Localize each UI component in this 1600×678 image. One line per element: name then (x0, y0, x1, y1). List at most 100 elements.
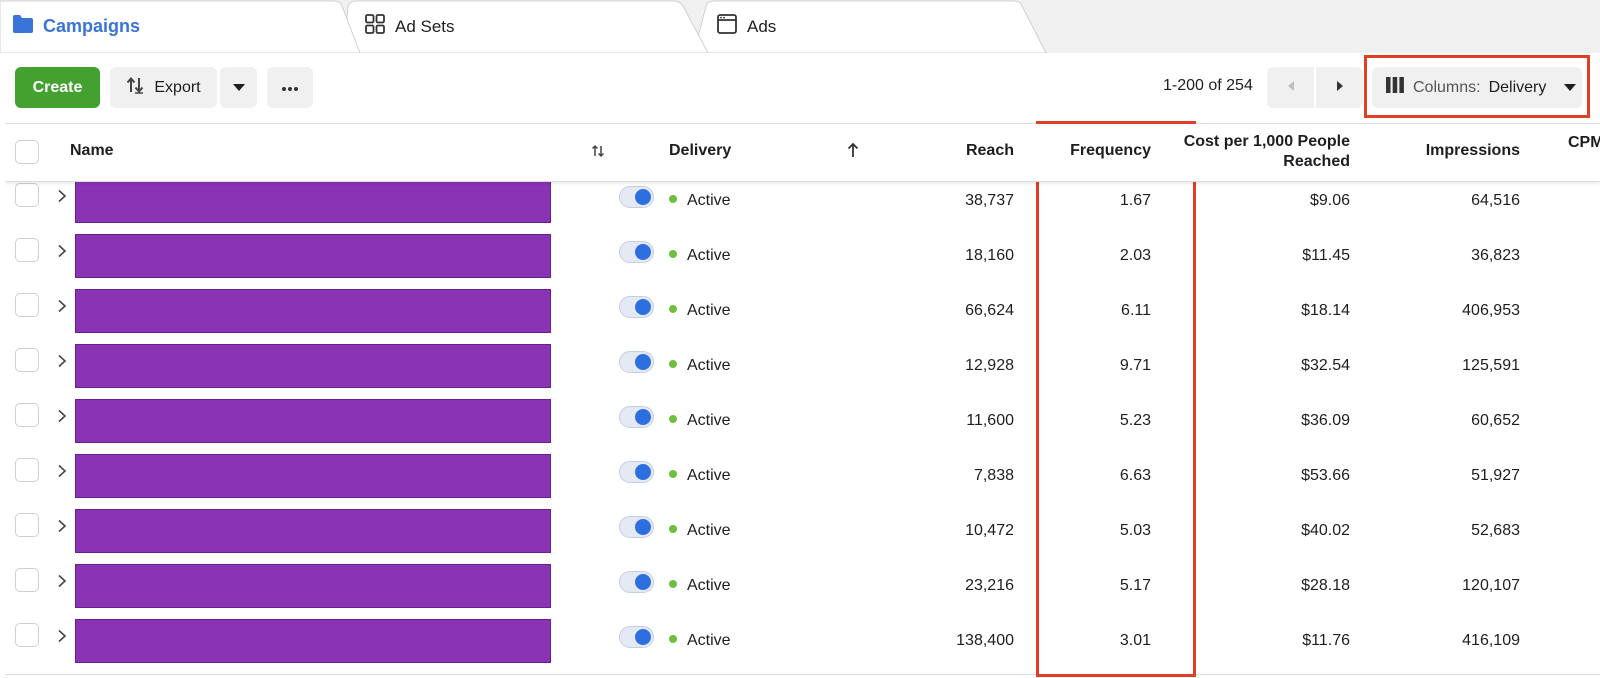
reach-value: 11,600 (966, 412, 1014, 429)
toggle-knob (635, 354, 651, 370)
arrow-up-icon[interactable] (847, 142, 859, 163)
chevron-right-icon[interactable] (57, 407, 67, 428)
row-checkbox[interactable] (15, 623, 39, 647)
campaign-toggle[interactable] (619, 516, 654, 538)
previous-page-button[interactable] (1267, 67, 1314, 108)
table-row[interactable]: Active 7,838 6.63 $53.66 51,927 (5, 454, 1600, 510)
row-checkbox[interactable] (15, 568, 39, 592)
campaign-name-redacted[interactable] (75, 564, 551, 608)
campaign-name-redacted[interactable] (75, 344, 551, 388)
frequency-value: 5.03 (1119, 522, 1151, 539)
chevron-right-icon[interactable] (57, 517, 67, 538)
chevron-right-icon[interactable] (57, 572, 67, 593)
chevron-right-icon[interactable] (57, 242, 67, 263)
column-header-name[interactable]: Name (70, 142, 114, 159)
campaign-toggle[interactable] (619, 571, 654, 593)
chevron-right-icon (1335, 79, 1345, 97)
toolbar: Create Export 1-200 of 254 Columns: Deli… (0, 53, 1600, 123)
campaign-name-redacted[interactable] (75, 619, 551, 663)
tab-adsets[interactable]: Ad Sets (344, 0, 710, 53)
status-dot (669, 250, 677, 258)
column-header-frequency[interactable]: Frequency (1070, 142, 1151, 159)
frequency-value: 5.17 (1119, 577, 1151, 594)
columns-label: Columns: (1413, 78, 1481, 96)
tab-shape (344, 0, 709, 53)
export-dropdown-button[interactable] (220, 67, 257, 108)
more-options-button[interactable] (267, 67, 313, 108)
campaign-name-redacted[interactable] (75, 179, 551, 223)
impressions-value: 416,109 (1462, 632, 1520, 649)
row-checkbox[interactable] (15, 238, 39, 262)
chevron-right-icon[interactable] (57, 187, 67, 208)
tab-ads[interactable]: Ads (694, 0, 1068, 53)
columns-preset-button[interactable]: Columns: Delivery (1372, 67, 1582, 108)
sort-icon[interactable] (591, 144, 605, 163)
chevron-right-icon[interactable] (57, 462, 67, 483)
table-header: Name Delivery Reach Frequency Cost per 1… (5, 124, 1600, 182)
impressions-value: 125,591 (1462, 357, 1520, 374)
frequency-value: 6.11 (1121, 302, 1151, 319)
tab-shape (0, 0, 361, 53)
column-header-impressions[interactable]: Impressions (1425, 142, 1520, 159)
select-all-checkbox[interactable] (15, 140, 39, 164)
toggle-knob (635, 299, 651, 315)
campaign-name-redacted[interactable] (75, 234, 551, 278)
campaign-toggle[interactable] (619, 461, 654, 483)
impressions-value: 52,683 (1471, 522, 1520, 539)
table-row[interactable]: Active 38,737 1.67 $9.06 64,516 (5, 179, 1600, 235)
campaign-name-redacted[interactable] (75, 399, 551, 443)
table-row[interactable]: Active 11,600 5.23 $36.09 60,652 (5, 399, 1600, 455)
export-label: Export (154, 78, 201, 96)
column-header-delivery[interactable]: Delivery (669, 142, 732, 159)
table-row[interactable]: Active 138,400 3.01 $11.76 416,109 (5, 619, 1600, 675)
status-dot (669, 195, 677, 203)
caret-down-icon (1564, 84, 1577, 91)
columns-value: Delivery (1488, 78, 1547, 96)
impressions-value: 64,516 (1471, 192, 1520, 209)
row-checkbox[interactable] (15, 513, 39, 537)
cost-per-1000-value: $53.66 (1301, 467, 1350, 484)
delivery-status: Active (687, 412, 731, 429)
campaign-name-redacted[interactable] (75, 289, 551, 333)
row-checkbox[interactable] (15, 348, 39, 372)
column-header-reach[interactable]: Reach (965, 142, 1014, 159)
campaign-toggle[interactable] (619, 626, 654, 648)
table-row[interactable]: Active 12,928 9.71 $32.54 125,591 (5, 344, 1600, 400)
export-button[interactable]: Export (110, 67, 217, 108)
create-button[interactable]: Create (15, 67, 100, 108)
row-checkbox[interactable] (15, 183, 39, 207)
campaign-name-redacted[interactable] (75, 509, 551, 553)
row-checkbox[interactable] (15, 403, 39, 427)
reach-value: 23,216 (965, 577, 1014, 594)
cost-per-1000-value: $40.02 (1301, 522, 1350, 539)
table-row[interactable]: Active 66,624 6.11 $18.14 406,953 (5, 289, 1600, 345)
cost-per-1000-value: $18.14 (1301, 302, 1350, 319)
chevron-right-icon[interactable] (57, 352, 67, 373)
row-checkbox[interactable] (15, 458, 39, 482)
cost-per-1000-value: $11.76 (1302, 632, 1350, 649)
status-dot (669, 305, 677, 313)
campaign-toggle[interactable] (619, 296, 654, 318)
column-header-cpm[interactable]: CPM (1568, 134, 1600, 151)
campaign-toggle[interactable] (619, 186, 654, 208)
table-row[interactable]: Active 18,160 2.03 $11.45 36,823 (5, 234, 1600, 290)
chevron-right-icon[interactable] (57, 627, 67, 648)
next-page-button[interactable] (1316, 67, 1363, 108)
delivery-status: Active (687, 247, 731, 264)
campaign-toggle[interactable] (619, 241, 654, 263)
chevron-right-icon[interactable] (57, 297, 67, 318)
tab-shape (694, 0, 1047, 53)
tab-campaigns[interactable]: Campaigns (0, 0, 362, 53)
impressions-value: 406,953 (1462, 302, 1520, 319)
table-row[interactable]: Active 23,216 5.17 $28.18 120,107 (5, 564, 1600, 620)
reach-value: 12,928 (965, 357, 1014, 374)
status-dot (669, 470, 677, 478)
column-header-cost-per-1000-reached[interactable]: Cost per 1,000 People Reached (1183, 133, 1350, 170)
campaign-toggle[interactable] (619, 351, 654, 373)
table-row[interactable]: Active 10,472 5.03 $40.02 52,683 (5, 509, 1600, 565)
row-checkbox[interactable] (15, 293, 39, 317)
object-tab-bar: Ads Ad Sets Campaigns (0, 0, 1600, 53)
campaign-name-redacted[interactable] (75, 454, 551, 498)
campaign-toggle[interactable] (619, 406, 654, 428)
impressions-value: 60,652 (1471, 412, 1520, 429)
